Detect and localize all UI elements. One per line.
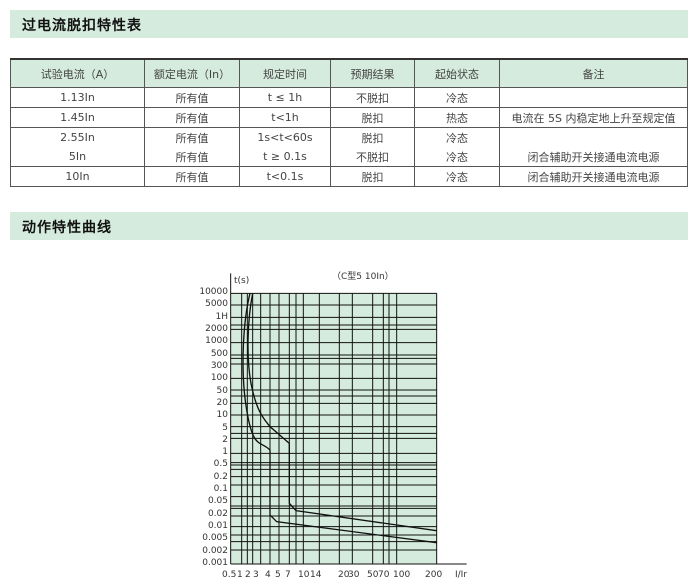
table-cell: t ≤ 1h: [239, 87, 331, 108]
y-tick-label: 0.1: [213, 484, 228, 495]
x-tick-label: 10: [298, 570, 310, 580]
x-tick-label: 1: [237, 570, 243, 580]
x-tick-label: 0.5: [222, 570, 237, 580]
x-tick-label: 3: [253, 570, 259, 580]
column-header: 备注: [499, 58, 688, 88]
x-tick-label: 7: [285, 570, 291, 580]
table-cell: 1.45In: [10, 107, 145, 128]
table-cell: 5In: [10, 147, 145, 167]
y-tick-label: 0.02: [207, 508, 228, 519]
y-tick-label: 0.5: [213, 459, 228, 470]
table-header-row: 试验电流（A） 额定电流（In） 规定时间 预期结果 起始状态 备注: [10, 58, 688, 88]
y-axis-label: t(s): [234, 276, 250, 286]
section-title: 动作特性曲线: [22, 220, 112, 236]
x-tick-label: 100: [393, 570, 411, 580]
y-tick-label: 20: [216, 397, 228, 408]
y-tick-label: 0.05: [207, 496, 228, 507]
table-cell: 脱扣: [330, 127, 415, 147]
y-tick-label: 50: [216, 385, 228, 396]
y-tick-label: 0.01: [207, 521, 228, 532]
table-cell: 冷态: [414, 87, 500, 108]
table-cell: [499, 127, 688, 147]
y-tick-label: 0.005: [202, 533, 228, 544]
x-tick-label: 30: [348, 570, 360, 580]
table-cell: 所有值: [144, 166, 240, 187]
table-cell: 2.55In: [10, 127, 145, 147]
table-cell: 不脱扣: [330, 147, 415, 167]
table-row: 1.13In 所有值 t ≤ 1h 不脱扣 冷态: [10, 87, 688, 108]
y-tick-label: 1: [222, 447, 228, 458]
column-header: 额定电流（In）: [144, 58, 240, 88]
y-tick-label: 300: [210, 360, 228, 371]
lower-trip-curve: [242, 293, 437, 544]
x-tick-label: 50: [367, 570, 379, 580]
table-row: 10In 所有值 t<0.1s 脱扣 冷态 闭合辅助开关接通电流电源: [10, 166, 688, 187]
chart-subtitle: （C型5 10In）: [332, 272, 394, 282]
x-tick-label: 4: [265, 570, 271, 580]
table-cell: 冷态: [414, 166, 500, 187]
plot-area: [230, 293, 437, 564]
x-tick-label: 70: [378, 570, 390, 580]
table-cell: t ≥ 0.1s: [239, 147, 331, 167]
x-tick-label: 20: [338, 570, 350, 580]
y-tick-label: 100: [210, 373, 228, 384]
table-cell: 脱扣: [330, 107, 415, 128]
y-tick-label: 5000: [205, 299, 228, 310]
table-cell: 热态: [414, 107, 500, 128]
section-header-curve: 动作特性曲线: [10, 212, 688, 240]
table-cell: 所有值: [144, 147, 240, 167]
y-tick-label: 500: [210, 348, 228, 359]
table-row: 5In 所有值 t ≥ 0.1s 不脱扣 冷态 闭合辅助开关接通电流电源: [10, 147, 688, 167]
table-cell: t<0.1s: [239, 166, 331, 187]
table-cell: 1s<t<60s: [239, 127, 331, 147]
table-cell: 不脱扣: [330, 87, 415, 108]
y-tick-label: 10000: [199, 287, 228, 297]
table-cell: 1.13In: [10, 87, 145, 108]
table-cell: 所有值: [144, 107, 240, 128]
table-cell: 冷态: [414, 147, 500, 167]
column-header: 试验电流（A）: [10, 58, 145, 88]
x-axis-label: I/Ir: [455, 570, 468, 580]
y-tick-label: 2000: [205, 323, 228, 334]
y-tick-label: 0.2: [213, 471, 228, 482]
column-header: 预期结果: [330, 58, 415, 88]
table-cell: [499, 87, 688, 108]
trip-characteristics-table: 试验电流（A） 额定电流（In） 规定时间 预期结果 起始状态 备注 1.13I…: [10, 58, 688, 187]
section-header-trip-table: 过电流脱扣特性表: [10, 10, 688, 38]
table-cell: t<1h: [239, 107, 331, 128]
table-cell: 10In: [10, 166, 145, 187]
table-cell: 冷态: [414, 127, 500, 147]
table-cell: 脱扣: [330, 166, 415, 187]
y-tick-label: 10: [216, 410, 228, 421]
table-row: 2.55In 所有值 1s<t<60s 脱扣 冷态: [10, 127, 688, 147]
table-cell: 电流在 5S 内稳定地上升至规定值: [499, 107, 688, 128]
x-tick-label: 200: [425, 570, 443, 580]
column-header: 起始状态: [414, 58, 500, 88]
x-tick-label: 14: [310, 570, 322, 580]
y-tick-label: 5: [222, 422, 228, 433]
table-cell: 闭合辅助开关接通电流电源: [499, 166, 688, 187]
y-tick-label: 2: [222, 434, 228, 445]
y-tick-label: 1H: [215, 311, 229, 322]
trip-curve-chart: [230, 273, 467, 565]
y-tick-label: 0.001: [202, 558, 228, 568]
x-tick-label: 2: [245, 570, 251, 580]
table-cell: 闭合辅助开关接通电流电源: [499, 147, 688, 167]
table-row: 1.45In 所有值 t<1h 脱扣 热态 电流在 5S 内稳定地上升至规定值: [10, 107, 688, 128]
section-title: 过电流脱扣特性表: [22, 18, 142, 34]
table-cell: 所有值: [144, 87, 240, 108]
y-tick-label: 0.002: [202, 545, 228, 556]
y-tick-label: 1000: [205, 336, 228, 347]
upper-trip-curve: [247, 293, 437, 532]
column-header: 规定时间: [239, 58, 331, 88]
table-cell: 所有值: [144, 127, 240, 147]
x-tick-label: 5: [275, 570, 281, 580]
